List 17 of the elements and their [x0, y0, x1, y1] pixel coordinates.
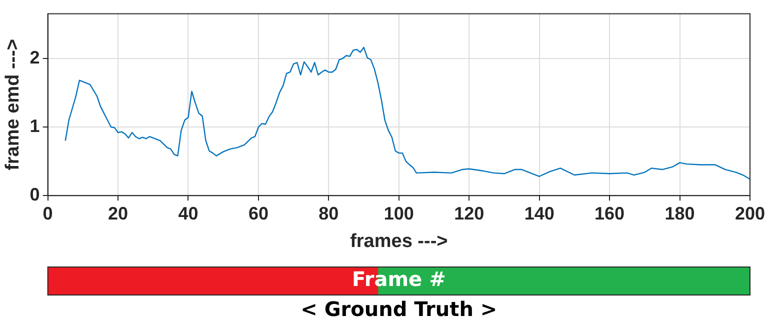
x-tick-label: 120	[454, 203, 484, 224]
x-axis-title: < Ground Truth >	[300, 297, 498, 322]
x-tick-label: 60	[248, 203, 268, 224]
x-tick-label: 160	[594, 203, 625, 224]
x-axis-title: frames --->	[350, 230, 448, 252]
x-tick-label: 20	[108, 203, 128, 224]
y-tick-label: 2	[30, 47, 40, 68]
x-tick-label: 180	[664, 203, 695, 224]
y-axis-title: frame emd --->	[2, 38, 24, 170]
x-tick-label: 80	[318, 203, 339, 224]
y-tick-label: 1	[30, 116, 40, 136]
x-tick-label: 0	[42, 203, 53, 224]
y-tick-label: 0	[30, 184, 40, 205]
x-tick-label: 100	[384, 203, 414, 224]
x-tick-label: 40	[178, 203, 198, 224]
x-tick-label: 200	[734, 203, 766, 224]
x-tick-label: 140	[524, 203, 554, 224]
